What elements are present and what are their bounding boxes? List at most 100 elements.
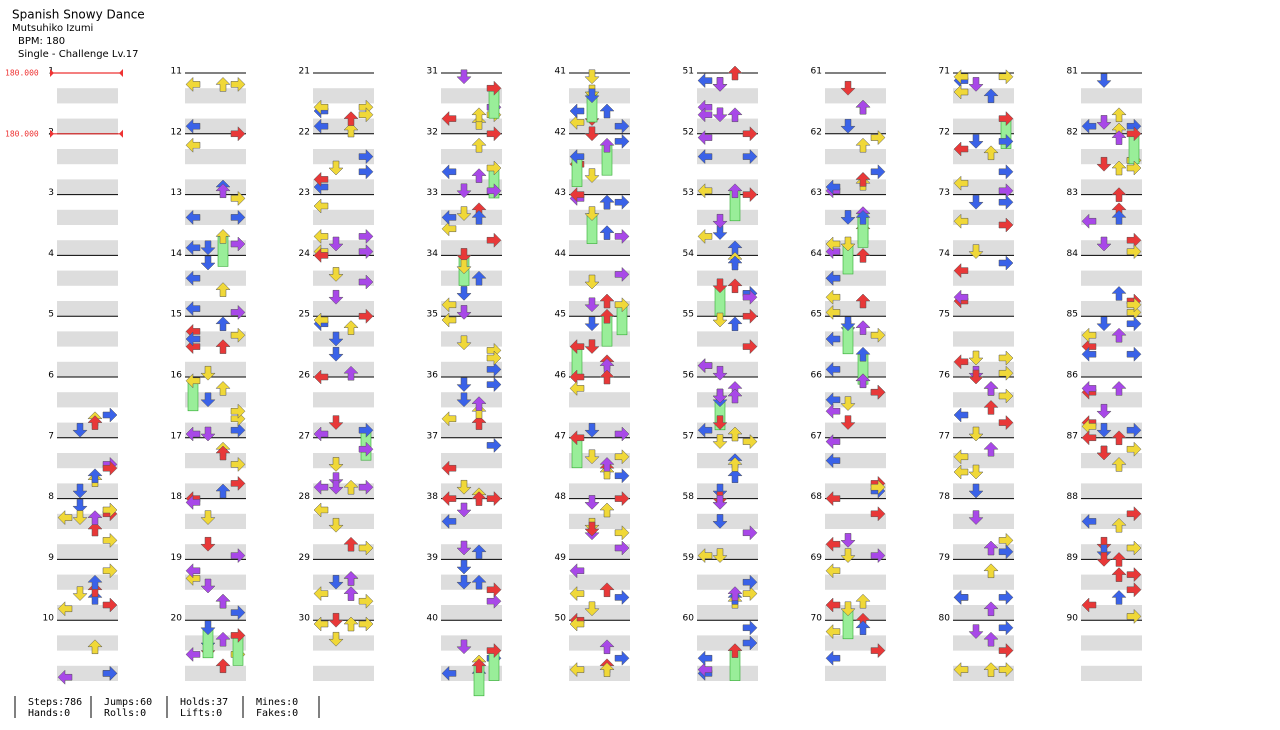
note xyxy=(870,164,886,180)
note xyxy=(358,228,374,245)
note xyxy=(998,544,1014,560)
note xyxy=(358,479,374,495)
measure-number: 88 xyxy=(1067,492,1079,502)
note xyxy=(855,373,871,389)
note xyxy=(870,547,886,564)
note xyxy=(230,190,246,207)
measure-number: 86 xyxy=(1067,371,1079,381)
note xyxy=(456,574,472,590)
measure-number: 66 xyxy=(811,371,823,381)
measure-number: 81 xyxy=(1067,67,1078,77)
note xyxy=(825,536,841,552)
note xyxy=(1126,126,1142,142)
beat-band xyxy=(441,88,502,104)
beat-band xyxy=(185,88,246,104)
measure-number: 56 xyxy=(683,371,695,381)
note xyxy=(998,255,1014,271)
note xyxy=(230,76,246,93)
beat-band xyxy=(697,331,758,347)
beat-band xyxy=(697,240,758,256)
measure-number: 27 xyxy=(299,431,310,441)
note xyxy=(215,282,231,297)
measure-number: 32 xyxy=(427,127,438,137)
note xyxy=(328,289,344,305)
measure-number: 44 xyxy=(555,249,567,259)
beat-band xyxy=(185,513,246,529)
note xyxy=(983,662,999,677)
beat-band xyxy=(313,453,374,469)
note xyxy=(584,601,600,617)
measure-number: 54 xyxy=(683,249,695,259)
note xyxy=(328,472,344,487)
note xyxy=(358,616,374,632)
note xyxy=(998,164,1014,180)
note xyxy=(599,464,615,480)
note xyxy=(998,589,1014,606)
beat-band xyxy=(1081,118,1142,134)
note xyxy=(471,107,487,123)
note xyxy=(358,148,374,165)
beat-band xyxy=(697,270,758,286)
note xyxy=(840,548,856,563)
note xyxy=(358,164,374,180)
beat-band xyxy=(697,88,758,104)
beat-band xyxy=(1081,270,1142,286)
beat-band xyxy=(441,270,502,286)
note xyxy=(840,396,856,411)
beat-band xyxy=(825,665,886,681)
beat-band xyxy=(825,118,886,134)
beat-band xyxy=(825,392,886,408)
note xyxy=(968,350,984,366)
note xyxy=(584,422,600,438)
stat: Hands:0 xyxy=(28,708,70,719)
note xyxy=(998,642,1014,659)
note xyxy=(87,510,103,525)
measure-number: 62 xyxy=(811,127,822,137)
note xyxy=(185,563,201,579)
note xyxy=(230,547,246,564)
beat-band xyxy=(313,635,374,651)
note xyxy=(742,620,758,636)
note xyxy=(471,574,487,590)
beat-band xyxy=(57,544,118,560)
beat-band xyxy=(1081,361,1142,377)
note xyxy=(313,479,329,495)
note xyxy=(57,669,73,685)
measure-number: 5 xyxy=(48,310,54,320)
note xyxy=(87,582,103,598)
note xyxy=(200,392,216,408)
note xyxy=(870,642,886,659)
note xyxy=(456,183,472,199)
beat-band xyxy=(313,361,374,377)
bpm-change-label: 180.000 xyxy=(5,69,39,78)
beat-band xyxy=(57,149,118,165)
beat-band xyxy=(1081,665,1142,681)
note xyxy=(727,468,743,484)
note xyxy=(57,601,73,617)
measure-number: 51 xyxy=(683,67,694,77)
beat-band xyxy=(57,422,118,438)
note xyxy=(825,650,841,666)
note xyxy=(712,77,728,92)
measure-number: 34 xyxy=(427,249,439,259)
note xyxy=(230,236,246,252)
measure-number: 77 xyxy=(939,431,950,441)
beat-band xyxy=(697,301,758,317)
beat-band xyxy=(569,483,630,499)
beat-band xyxy=(697,513,758,529)
note xyxy=(1081,430,1097,446)
note xyxy=(1111,552,1127,567)
note xyxy=(328,574,344,590)
measure-number: 38 xyxy=(427,492,439,502)
beat-band xyxy=(441,665,502,681)
note xyxy=(102,502,118,518)
note xyxy=(1096,422,1112,438)
note xyxy=(998,661,1014,678)
note xyxy=(1126,297,1142,313)
measure-number: 15 xyxy=(171,310,182,320)
bpm-change-label: 180.000 xyxy=(5,129,39,138)
note xyxy=(614,490,630,507)
note xyxy=(1126,160,1142,176)
measure-number: 43 xyxy=(555,188,566,198)
measure-number: 19 xyxy=(171,553,183,563)
